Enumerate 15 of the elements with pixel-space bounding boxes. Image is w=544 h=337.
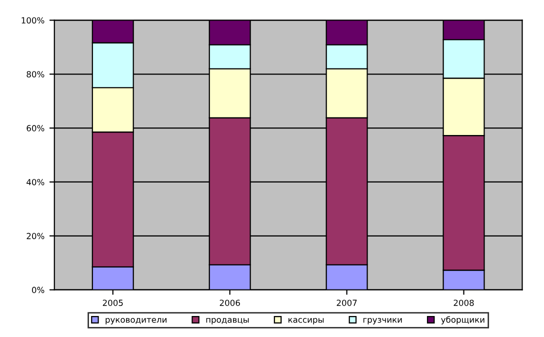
x-tick-label: 2006 bbox=[220, 300, 240, 306]
x-tick-label: 2007 bbox=[336, 300, 357, 306]
y-tick-label: 60% bbox=[26, 125, 44, 132]
legend-label: кассиры bbox=[288, 318, 324, 324]
x-tick-label: 2008 bbox=[454, 300, 474, 306]
x-tick-label: 2005 bbox=[102, 300, 123, 306]
y-tick-label: 100% bbox=[22, 17, 44, 24]
legend-label: уборщики bbox=[441, 316, 484, 324]
legend-label: продавцы bbox=[206, 318, 249, 324]
y-tick-label: 20% bbox=[26, 232, 44, 240]
y-tick-label: 40% bbox=[26, 178, 44, 186]
y-tick-label: 0% bbox=[32, 286, 44, 294]
y-tick-label: 80% bbox=[26, 71, 44, 78]
legend-label: руководители bbox=[106, 318, 166, 324]
legend-label: грузчики bbox=[363, 318, 402, 324]
